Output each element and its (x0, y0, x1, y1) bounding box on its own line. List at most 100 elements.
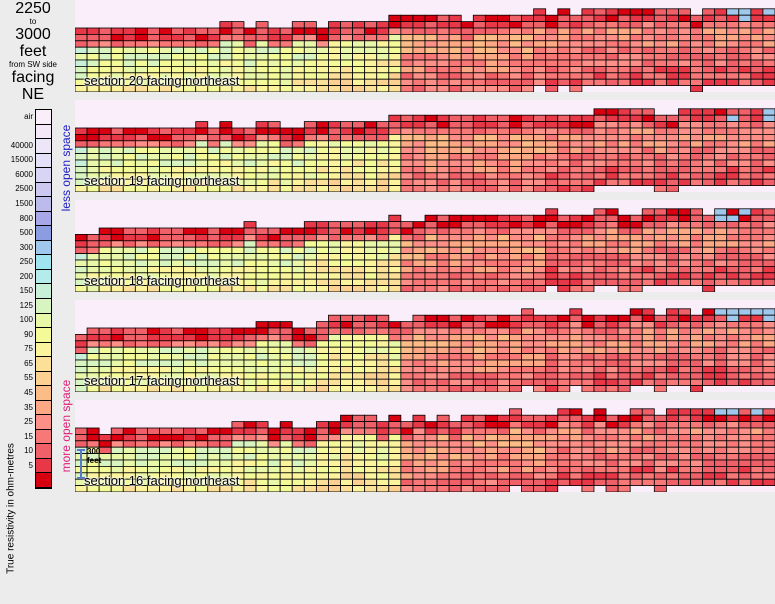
resistivity-cell (738, 146, 752, 155)
resistivity-cell (159, 134, 172, 142)
resistivity-cell (171, 34, 185, 42)
resistivity-cell (653, 121, 667, 129)
resistivity-cell (690, 385, 703, 392)
resistivity-cell (412, 253, 426, 261)
resistivity-cell (412, 27, 426, 35)
resistivity-cell (726, 459, 740, 467)
resistivity-cell (340, 421, 353, 429)
resistivity-cell (267, 485, 281, 492)
resistivity-cell (86, 127, 100, 135)
resistivity-cell (629, 221, 643, 229)
resistivity-cell (364, 140, 378, 148)
resistivity-cell (714, 421, 728, 429)
resistivity-cell (690, 327, 703, 335)
resistivity-cell (484, 72, 498, 80)
section-20-label: section 20 facing northeast (84, 73, 240, 88)
resistivity-cell (267, 459, 281, 467)
resistivity-cell (521, 59, 535, 67)
resistivity-cell (243, 334, 257, 342)
resistivity-cell (545, 246, 559, 255)
resistivity-cell (171, 259, 185, 267)
resistivity-cell (195, 59, 209, 67)
resistivity-cell (183, 66, 197, 74)
resistivity-cell (629, 366, 643, 374)
resistivity-cell (183, 166, 197, 174)
scale-tick-label: 150 (19, 286, 33, 296)
resistivity-cell (340, 385, 353, 392)
resistivity-cell (98, 266, 112, 274)
resistivity-cell (460, 172, 474, 180)
resistivity-cell (762, 234, 775, 242)
resistivity-cell (255, 53, 269, 61)
resistivity-cell (279, 466, 293, 474)
resistivity-cell (231, 353, 245, 361)
resistivity-cell (605, 472, 619, 480)
resistivity-cell (303, 278, 317, 286)
resistivity-cell (678, 208, 691, 216)
resistivity-cell (388, 440, 402, 448)
resistivity-cell (436, 227, 450, 235)
resistivity-cell (195, 453, 209, 461)
resistivity-cell (545, 178, 559, 186)
resistivity-cell (738, 272, 752, 280)
resistivity-cell (267, 134, 281, 142)
resistivity-cell (569, 159, 583, 167)
resistivity-cell (678, 72, 691, 80)
resistivity-cell (436, 314, 450, 322)
scale-tick-label: 40000 (10, 140, 33, 150)
resistivity-cell (267, 246, 281, 255)
resistivity-cell (291, 40, 305, 48)
resistivity-cell (678, 178, 691, 186)
resistivity-cell (195, 440, 209, 448)
resistivity-cell (424, 40, 438, 48)
resistivity-cell (629, 478, 643, 486)
resistivity-cell (714, 8, 728, 16)
resistivity-cell (255, 285, 269, 292)
resistivity-cell (424, 353, 438, 361)
resistivity-cell (364, 253, 378, 261)
resistivity-cell (412, 272, 426, 280)
resistivity-cell (364, 278, 378, 286)
resistivity-cell (521, 40, 535, 48)
resistivity-cell (497, 153, 510, 161)
resistivity-cell (303, 478, 317, 486)
resistivity-cell (171, 140, 185, 148)
resistivity-cell (328, 485, 341, 492)
resistivity-cell (134, 466, 148, 474)
resistivity-cell (255, 327, 269, 335)
resistivity-cell (617, 346, 631, 355)
resistivity-cell (110, 427, 124, 435)
resistivity-cell (545, 372, 559, 380)
resistivity-cell (303, 66, 317, 74)
resistivity-cell (376, 266, 390, 274)
resistivity-cell (219, 146, 233, 155)
resistivity-cell (702, 72, 716, 80)
resistivity-cell (581, 8, 595, 16)
resistivity-cell (183, 234, 197, 242)
resistivity-cell (352, 159, 366, 167)
resistivity-cell (762, 440, 775, 448)
resistivity-cell (472, 472, 486, 480)
resistivity-cell (243, 172, 257, 180)
resistivity-cell (340, 314, 353, 322)
resistivity-cell (424, 466, 438, 474)
resistivity-cell (376, 85, 390, 92)
resistivity-cell (472, 214, 486, 222)
resistivity-cell (460, 421, 474, 429)
resistivity-cell (593, 346, 607, 355)
resistivity-cell (340, 53, 353, 61)
resistivity-cell (497, 78, 510, 86)
resistivity-cell (267, 159, 281, 167)
resistivity-cell (376, 127, 390, 135)
resistivity-cell (279, 234, 293, 242)
resistivity-cell (424, 278, 438, 286)
resistivity-cell (388, 446, 402, 455)
resistivity-cell (231, 246, 245, 255)
resistivity-cell (110, 240, 124, 248)
resistivity-cell (738, 278, 752, 286)
resistivity-cell (545, 259, 559, 267)
resistivity-cell (460, 221, 474, 229)
resistivity-cell (340, 21, 353, 29)
resistivity-cell (98, 234, 112, 242)
resistivity-cell (267, 40, 281, 48)
